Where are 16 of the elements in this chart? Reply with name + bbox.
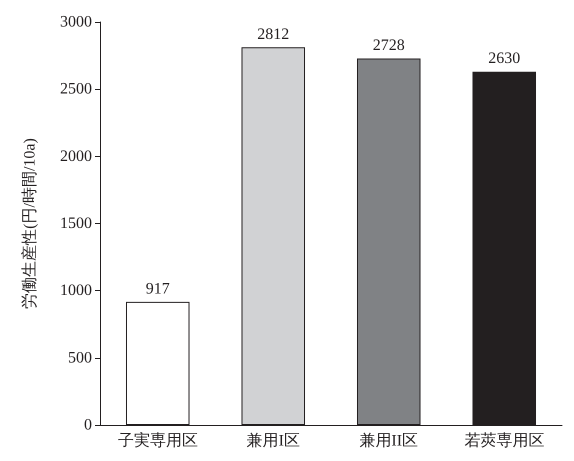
y-tick-label: 1000 xyxy=(60,282,92,300)
y-tick-label: 2500 xyxy=(60,80,92,98)
data-label: 2728 xyxy=(372,37,405,54)
y-axis-title: 労働生産性(円/時間/10a) xyxy=(20,138,38,309)
x-tick-label: 子実専用区 xyxy=(118,432,198,450)
y-tick-label: 2000 xyxy=(60,148,92,165)
data-label: 2630 xyxy=(488,50,520,68)
x-tick-label: 兼用I区 xyxy=(246,432,300,450)
y-tick-label: 3000 xyxy=(60,14,92,30)
y-tick-label: 0 xyxy=(84,416,92,434)
data-label: 917 xyxy=(146,280,170,298)
data-label: 2812 xyxy=(257,26,290,43)
y-tick-label: 500 xyxy=(68,349,92,366)
x-tick-label: 若莢専用区 xyxy=(464,432,544,450)
x-tick-label: 兼用II区 xyxy=(359,432,418,450)
y-tick-label: 1500 xyxy=(60,215,92,232)
